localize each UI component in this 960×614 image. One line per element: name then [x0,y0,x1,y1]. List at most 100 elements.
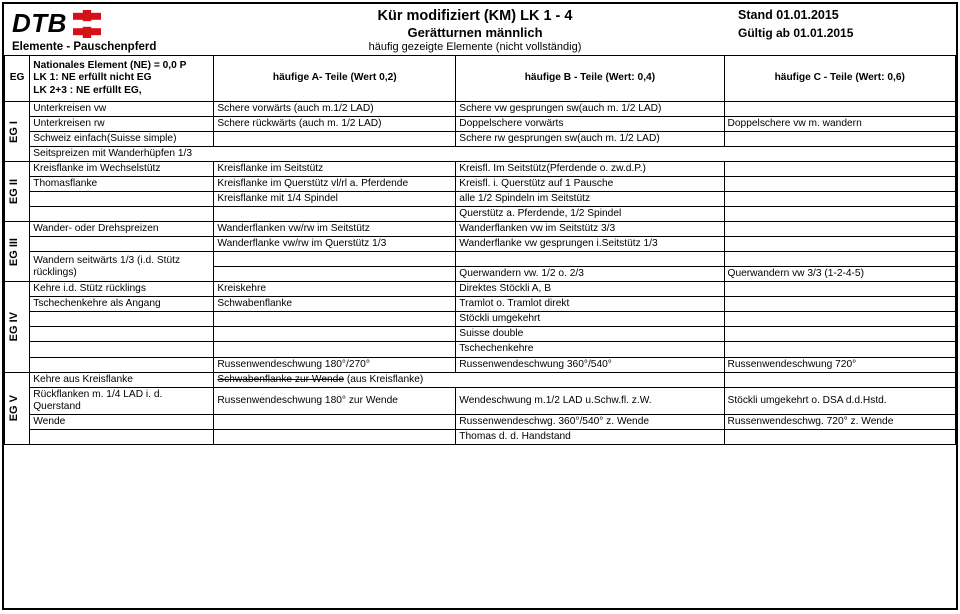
cell: Wendeschwung m.1/2 LAD u.Schw.fl. z.W. [456,387,724,414]
cell [214,267,456,282]
col-hdr-a: häufige A- Teile (Wert 0,2) [214,56,456,102]
cell [724,429,955,444]
cell [214,327,456,342]
cell: Wanderflanke vw gesprungen i.Seitstütz 1… [456,237,724,252]
cell: alle 1/2 Spindeln im Seitstütz [456,192,724,207]
cell [724,312,955,327]
cell: Querstütz a. Pferdende, 1/2 Spindel [456,207,724,222]
cell [214,207,456,222]
cell [214,429,456,444]
col-hdr-b: häufige B - Teile (Wert: 0,4) [456,56,724,102]
cell [30,342,214,357]
cell: Stöckli umgekehrt [456,312,724,327]
cell: Kreisflanke im Seitstütz [214,162,456,177]
cell: Unterkreisen rw [30,117,214,132]
cell [30,357,214,372]
cell: Tschechenkehre [456,342,724,357]
cell: Suisse double [456,327,724,342]
cell [724,162,955,177]
cell: Tramlot o. Tramlot direkt [456,297,724,312]
cell: Stöckli umgekehrt o. DSA d.d.Hstd. [724,387,955,414]
cell: Querwandern vw. 1/2 o. 2/3 [456,267,724,282]
cell [30,327,214,342]
cell: Wanderflanke vw/rw im Querstütz 1/3 [214,237,456,252]
logo-text: DTB [12,8,67,39]
cell: Seitspreizen mit Wanderhüpfen 1/3 [30,147,956,162]
group-cell: EG V [5,372,30,444]
cell: Kreisflanke mit 1/4 Spindel [214,192,456,207]
cell: Russenwendeschwung 180°/270° [214,357,456,372]
cell: Schwabenflanke zur Wende (aus Kreisflank… [214,372,724,387]
cell: Russenwendeschwung 180° zur Wende [214,387,456,414]
cell: Kreisflanke im Wechselstütz [30,162,214,177]
cell: Schere rückwärts (auch m. 1/2 LAD) [214,117,456,132]
cell: Schere rw gesprungen sw(auch m. 1/2 LAD) [456,132,724,147]
title-1: Kür modifiziert (KM) LK 1 - 4 [212,8,738,24]
elements-line: Elemente - Pauschenpferd [12,41,212,53]
cell: Kreiskehre [214,282,456,297]
cell: Kehre aus Kreisflanke [30,372,214,387]
cell [724,102,955,117]
cell: Doppelschere vw m. wandern [724,117,955,132]
group-label: EG I [8,121,21,143]
subtitle: häufig gezeigte Elemente (nicht vollstän… [212,41,738,53]
group-cell: EG IV [5,282,30,372]
cell: Russenwendeschwung 360°/540° [456,357,724,372]
cell: Russenwendeschwung 720° [724,357,955,372]
group-label: EG II [8,179,21,204]
cell [30,207,214,222]
cell: Querwandern vw 3/3 (1-2-4-5) [724,267,955,282]
cell [724,192,955,207]
cell [214,132,456,147]
cell [30,312,214,327]
gueltig: Gültig ab 01.01.2015 [738,26,948,40]
cell [724,222,955,237]
elements-table: EGNationales Element (NE) = 0,0 PLK 1: N… [4,55,956,445]
cell: Wandern seitwärts 1/3 (i.d. Stütz rückli… [30,252,214,282]
cell: Wende [30,414,214,429]
elements-table-wrap: EGNationales Element (NE) = 0,0 PLK 1: N… [4,55,956,608]
cell: Wander- oder Drehspreizen [30,222,214,237]
title-block: Kür modifiziert (KM) LK 1 - 4 Gerätturne… [212,8,738,53]
cell [724,297,955,312]
cell: Kehre i.d. Stütz rücklings [30,282,214,297]
cell [30,237,214,252]
cell: Unterkreisen vw [30,102,214,117]
col-hdr-national: Nationales Element (NE) = 0,0 PLK 1: NE … [30,56,214,102]
cell [214,312,456,327]
group-label: EG III [8,238,21,266]
cell: Russenwendeschwg. 360°/540° z. Wende [456,414,724,429]
group-cell: EG II [5,162,30,222]
group-cell: EG I [5,102,30,162]
stand: Stand 01.01.2015 [738,8,948,22]
cell: Schweiz einfach(Suisse simple) [30,132,214,147]
cell [724,207,955,222]
date-block: Stand 01.01.2015 Gültig ab 01.01.2015 [738,8,948,40]
cell [724,282,955,297]
cell [30,429,214,444]
cell: Schere vorwärts (auch m.1/2 LAD) [214,102,456,117]
cell [724,252,955,267]
cell: Doppelschere vorwärts [456,117,724,132]
cell [724,372,955,387]
col-hdr-eg: EG [5,56,30,102]
cell: Kreisfl. i. Querstütz auf 1 Pausche [456,177,724,192]
dtb-logo-icon [73,10,101,38]
cell [214,414,456,429]
cell: Thomasflanke [30,177,214,192]
cell: Schere vw gesprungen sw(auch m. 1/2 LAD) [456,102,724,117]
cell [724,327,955,342]
cell [724,237,955,252]
cell: Tschechenkehre als Angang [30,297,214,312]
cell [456,252,724,267]
cell [724,132,955,147]
cell: Rückflanken m. 1/4 LAD i. d. Querstand [30,387,214,414]
cell: Kreisflanke im Querstütz vl/rl a. Pferde… [214,177,456,192]
cell [724,342,955,357]
cell: Kreisfl. Im Seitstütz(Pferdende o. zw.d.… [456,162,724,177]
cell [30,192,214,207]
cell: Russenwendeschwg. 720° z. Wende [724,414,955,429]
page-header: DTB Elemente - Pauschenpferd Kür modifiz… [4,4,956,55]
title-2: Gerätturnen männlich [212,25,738,40]
cell [214,252,456,267]
